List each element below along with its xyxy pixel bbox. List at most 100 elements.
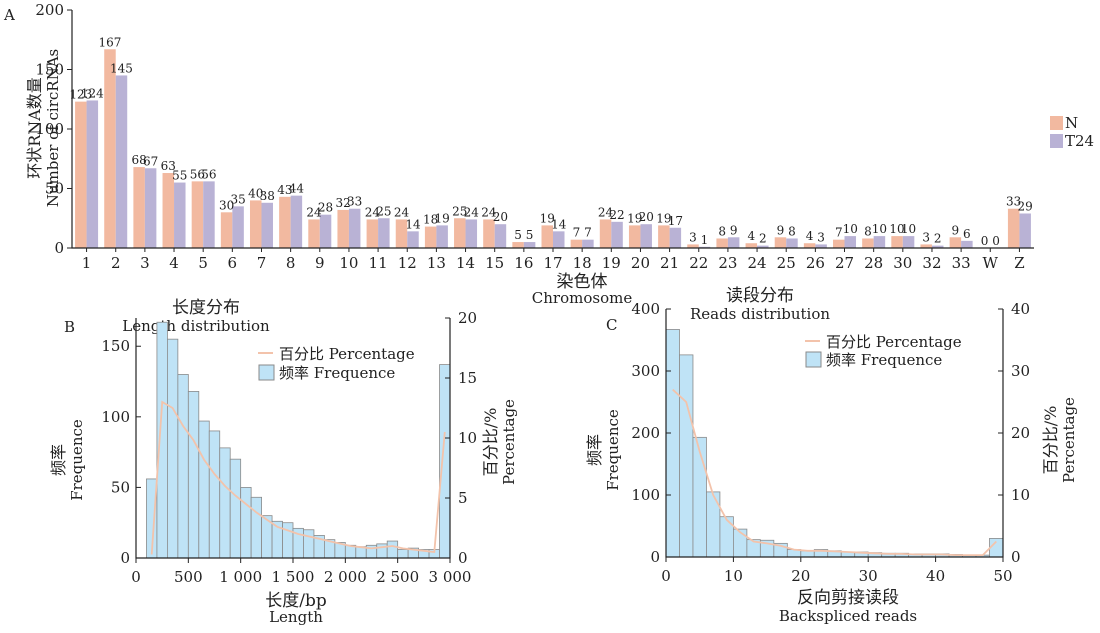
bar-n xyxy=(745,243,758,248)
bar-t24 xyxy=(378,218,390,248)
data-label-n: 3 xyxy=(689,230,697,244)
histogram-bar xyxy=(719,516,734,558)
panel-b-percentage-line xyxy=(150,400,446,555)
data-label-t24: 33 xyxy=(347,195,362,209)
bar-t24 xyxy=(727,237,740,248)
bar-t24 xyxy=(407,231,419,248)
histogram-bar xyxy=(240,487,252,559)
panel-a-xtick-label: 19 xyxy=(602,254,621,272)
panel-a-xtick-label: Z xyxy=(1014,254,1024,272)
bar-n xyxy=(133,167,145,248)
xtick-label: 10 xyxy=(724,567,743,585)
legend-label-n: N xyxy=(1065,114,1078,132)
panel-c-x-ticks: 0 10 20 30 40 50 xyxy=(661,557,1013,585)
data-label-n: 43 xyxy=(277,183,292,197)
bar-n xyxy=(162,173,175,248)
panel-a-xtick-label: 28 xyxy=(864,254,883,272)
bar-t24 xyxy=(931,245,944,248)
bar-t24 xyxy=(553,231,565,248)
panel-b-y-ticks: 0 50 100 150 xyxy=(101,337,141,567)
bar-n xyxy=(716,238,728,248)
bar-t24 xyxy=(465,219,478,248)
bar-t24 xyxy=(902,236,915,248)
panel-a-xtick-label: 17 xyxy=(543,254,562,272)
histogram-bar xyxy=(386,540,399,559)
data-label-t24: 2 xyxy=(759,232,767,246)
panel-c-y-ticks: 0 100 200 300 400 xyxy=(631,300,671,566)
data-label-t24: 7 xyxy=(584,226,592,240)
data-label-n: 24 xyxy=(394,205,410,219)
ytick-label: 50 xyxy=(111,478,130,496)
histogram-bar xyxy=(198,420,210,559)
panel-c-axes xyxy=(665,309,1004,558)
bar-t24 xyxy=(348,208,361,248)
y2tick-label: 0 xyxy=(458,549,468,567)
bar-n xyxy=(628,225,641,248)
panel-b-ylabel-cn: 频率 xyxy=(49,444,68,476)
bar-n xyxy=(308,219,320,248)
panel-b-xlabel-en: Length xyxy=(269,608,323,626)
panel-b-axes xyxy=(135,318,451,559)
bar-n xyxy=(191,181,204,248)
data-label-n: 19 xyxy=(656,211,671,225)
bar-t24 xyxy=(669,227,682,248)
histogram-bar xyxy=(229,458,242,559)
panel-a-xtick-label: 3 xyxy=(140,254,150,272)
data-label-t24: 6 xyxy=(963,227,971,241)
panel-a-xtick-label: 4 xyxy=(169,254,179,272)
data-label-t24: 14 xyxy=(405,217,421,231)
xtick-label: 3 000 xyxy=(429,568,472,586)
bar-t24 xyxy=(174,182,186,248)
bar-n xyxy=(658,225,670,248)
bar-n xyxy=(599,219,612,248)
data-label-n: 8 xyxy=(718,224,726,238)
data-label-t24: 55 xyxy=(172,169,187,183)
panel-a-ylabel-en: Number of circRNAs xyxy=(44,49,62,208)
data-label-t24: 38 xyxy=(260,189,275,203)
data-label-n: 4 xyxy=(806,229,814,243)
bar-n xyxy=(279,196,291,248)
ytick-label: 200 xyxy=(631,424,660,442)
bar-t24 xyxy=(961,240,973,248)
histogram-bar xyxy=(156,321,168,559)
data-label-t24: 28 xyxy=(318,201,333,215)
legend-label-percentage: 百分比 Percentage xyxy=(279,345,415,363)
panel-a-xtick-label: 14 xyxy=(456,254,475,272)
bar-t24 xyxy=(86,100,99,248)
data-label-n: 40 xyxy=(248,186,263,200)
panel-a-xtick-label: 13 xyxy=(427,254,446,272)
y2tick-label: 0 xyxy=(1011,548,1021,566)
bar-n xyxy=(512,242,524,248)
y2tick-label: 20 xyxy=(1011,424,1030,442)
panel-a-xtick-label: 23 xyxy=(718,254,737,272)
panel-a-xtick-label: 26 xyxy=(806,254,825,272)
bar-t24 xyxy=(640,224,652,248)
panel-b-title-cn: 长度分布 xyxy=(172,298,240,318)
panel-a-xtick-label: 9 xyxy=(315,254,325,272)
y2tick-label: 5 xyxy=(458,489,468,507)
bar-n xyxy=(891,236,903,248)
panel-c-title-cn: 读段分布 xyxy=(726,286,794,306)
bar-t24 xyxy=(757,245,769,248)
bar-t24 xyxy=(844,236,857,248)
data-label-n: 4 xyxy=(747,229,755,243)
panel-a-ytick-label: 100 xyxy=(35,120,64,138)
data-label-t24: 3 xyxy=(817,230,825,244)
panel-a-xtick-label: 10 xyxy=(339,254,358,272)
data-label-t24: 20 xyxy=(639,210,654,224)
data-label-n: 167 xyxy=(99,35,122,49)
histogram-bar xyxy=(665,329,680,558)
data-label-n: 19 xyxy=(540,211,555,225)
bar-n xyxy=(483,219,495,248)
panel-a-xtick-label: 24 xyxy=(748,254,767,272)
ytick-label: 0 xyxy=(650,548,660,566)
panel-a-letter: A xyxy=(3,6,15,24)
panel-a-xtick-label: 30 xyxy=(893,254,912,272)
bar-n xyxy=(366,219,379,248)
bar-n xyxy=(395,219,408,248)
bar-t24 xyxy=(261,202,273,248)
xtick-label: 500 xyxy=(174,568,203,586)
bar-n xyxy=(249,200,262,248)
panel-a-xtick-label: 25 xyxy=(777,254,796,272)
